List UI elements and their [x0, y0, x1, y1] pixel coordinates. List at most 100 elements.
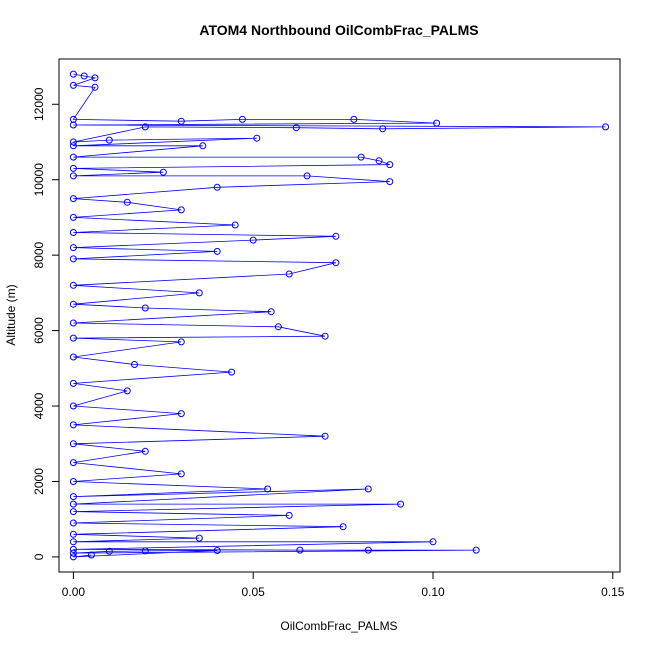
x-axis-label: OilCombFrac_PALMS [280, 619, 397, 633]
data-point [69, 379, 77, 387]
data-point [69, 153, 77, 161]
data-point [429, 538, 437, 546]
data-point [375, 157, 383, 165]
data-point [69, 319, 77, 327]
data-point [69, 519, 77, 527]
chart-title: ATOM4 Northbound OilCombFrac_PALMS [199, 22, 478, 38]
data-point [69, 255, 77, 263]
data-point [69, 459, 77, 467]
data-point [69, 421, 77, 429]
data-point [321, 332, 329, 340]
data-point [397, 500, 405, 508]
data-point [69, 549, 77, 557]
data-point [69, 142, 77, 150]
data-point [69, 244, 77, 252]
y-tick-label: 8000 [32, 241, 46, 268]
data-point [285, 511, 293, 519]
data-point [339, 523, 347, 531]
data-point [350, 115, 358, 123]
y-tick-label: 6000 [32, 317, 46, 344]
data-point [141, 447, 149, 455]
data-point [433, 119, 441, 127]
data-point [238, 115, 246, 123]
data-point [69, 172, 77, 180]
data-point [177, 470, 185, 478]
data-point [296, 546, 304, 554]
data-point [69, 138, 77, 146]
data-point [69, 164, 77, 172]
data-point [213, 183, 221, 191]
data-point [177, 410, 185, 418]
data-point [602, 123, 610, 131]
data-point [69, 121, 77, 129]
data-point [69, 81, 77, 89]
y-axis-label: Altitude (m) [4, 284, 18, 345]
data-point [69, 334, 77, 342]
data-point [267, 308, 275, 316]
x-tick-label: 0.05 [242, 585, 266, 599]
y-tick-label: 10000 [32, 163, 46, 197]
y-axis: 0 2000 4000 6000 8000 10000 12000 [32, 87, 59, 560]
data-point [249, 236, 257, 244]
data-point [274, 323, 282, 331]
data-point [213, 247, 221, 255]
data-point [141, 304, 149, 312]
y-tick-label: 2000 [32, 468, 46, 495]
data-point [253, 134, 261, 142]
x-tick-label: 0.15 [601, 585, 625, 599]
data-point [141, 123, 149, 131]
data-point [123, 198, 131, 206]
data-point [69, 195, 77, 203]
data-point [123, 387, 131, 395]
y-tick-label: 12000 [32, 87, 46, 121]
data-point [264, 485, 272, 493]
data-point [69, 545, 77, 553]
data-point [69, 508, 77, 516]
data-point [87, 551, 95, 559]
data-point [213, 547, 221, 554]
data-point [69, 281, 77, 289]
data-point [91, 83, 99, 91]
x-tick-label: 0.10 [421, 585, 445, 599]
plot-frame [58, 58, 621, 573]
data-point [472, 546, 480, 554]
data-point [177, 206, 185, 214]
data-point [177, 338, 185, 346]
data-point [177, 117, 185, 125]
data-point [364, 546, 372, 554]
data-point [386, 161, 394, 169]
data-point [105, 547, 113, 555]
data-point [321, 432, 329, 440]
data-point [386, 178, 394, 186]
data-point [195, 534, 203, 542]
data-point [131, 361, 138, 368]
data-point [141, 547, 149, 555]
data-point [69, 353, 77, 361]
data-point [69, 70, 77, 78]
data-point [364, 485, 372, 493]
series-line [72, 73, 606, 558]
data-point [80, 72, 88, 80]
data-point [285, 270, 293, 278]
data-point [69, 478, 77, 485]
data-point [199, 142, 207, 150]
data-point [69, 440, 77, 448]
data-point [292, 124, 300, 132]
data-point [69, 213, 77, 221]
data-point [228, 368, 236, 376]
data-point [69, 493, 77, 501]
data-point [69, 402, 77, 410]
y-tick-label: 4000 [32, 392, 46, 419]
data-point [69, 500, 77, 508]
data-point [357, 153, 365, 161]
x-tick-label: 0.00 [62, 585, 86, 599]
x-axis: 0.00 0.05 0.10 0.15 [62, 572, 625, 599]
data-point [231, 221, 239, 229]
data-point [69, 553, 77, 561]
data-point [69, 530, 77, 538]
data-point [91, 74, 99, 82]
data-point [69, 300, 77, 308]
data-point [332, 232, 340, 240]
data-point [303, 172, 311, 180]
data-point [379, 125, 387, 133]
